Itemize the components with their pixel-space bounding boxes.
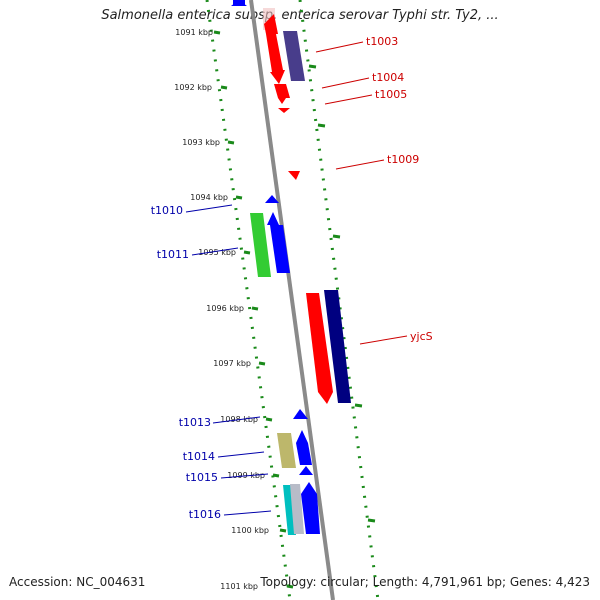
tick-mark xyxy=(227,140,235,145)
gene-t1016-cyan xyxy=(283,485,296,535)
gene-yjcS-red xyxy=(306,293,333,404)
tick-mark xyxy=(367,518,376,523)
tick-mark xyxy=(308,64,317,69)
gene-t1014-blue xyxy=(296,430,312,465)
gene-t1010-blue xyxy=(265,195,279,203)
tick-label: 1092 kbp xyxy=(174,83,212,92)
gene-label-t1015[interactable]: t1015 xyxy=(186,471,218,484)
tick-mark xyxy=(243,250,251,255)
tick-label: 1094 kbp xyxy=(190,193,228,202)
tick-marks xyxy=(213,30,376,589)
left-outer-track xyxy=(205,0,292,600)
tick-mark xyxy=(213,30,221,35)
gene-label-t1011[interactable]: t1011 xyxy=(157,248,189,261)
gene-label-t1013[interactable]: t1013 xyxy=(179,416,211,429)
tick-label: 1091 kbp xyxy=(175,28,213,37)
gene-label-t1009[interactable]: t1009 xyxy=(387,153,419,166)
accession-text: Accession: NC_004631 xyxy=(9,575,146,589)
tick-mark xyxy=(265,417,273,422)
gene-yjcS-navy xyxy=(324,290,351,403)
map-title: Salmonella enterica subsp. enterica sero… xyxy=(101,8,499,23)
tick-mark xyxy=(279,528,287,533)
gene-t1003-red xyxy=(266,34,285,84)
gene-t1003-slate xyxy=(283,31,305,81)
genome-axis xyxy=(249,0,335,600)
gene-label-t1014[interactable]: t1014 xyxy=(183,450,215,463)
gene-t1005-red xyxy=(278,108,290,113)
leader-lines xyxy=(185,41,408,516)
gene-features[interactable] xyxy=(231,0,351,535)
gene-label-t1010[interactable]: t1010 xyxy=(151,204,183,217)
summary-text: Topology: circular; Length: 4,791,961 bp… xyxy=(260,575,590,589)
tick-label: 1096 kbp xyxy=(206,304,244,313)
gene-t1016-blue xyxy=(301,482,320,534)
tick-mark xyxy=(251,306,259,311)
gene-top-blue-arrow xyxy=(231,0,247,6)
tick-mark xyxy=(286,584,294,589)
tick-label: 1095 kbp xyxy=(198,248,236,257)
right-outer-track xyxy=(298,0,380,600)
tick-mark xyxy=(258,361,266,366)
tick-mark xyxy=(317,123,326,128)
gene-label-yjcS[interactable]: yjcS xyxy=(410,330,433,343)
gene-label-t1004[interactable]: t1004 xyxy=(372,71,404,84)
gene-t1015-blue xyxy=(299,466,313,475)
tick-label: 1093 kbp xyxy=(182,138,220,147)
gene-t1003-red-top xyxy=(264,14,278,34)
gene-t1011-green xyxy=(250,213,271,277)
tick-mark xyxy=(272,473,280,478)
tick-label: 1101 kbp xyxy=(220,582,258,591)
tick-mark xyxy=(332,234,341,239)
gene-t1013-blue xyxy=(293,409,308,419)
gene-label-t1005[interactable]: t1005 xyxy=(375,88,407,101)
gene-t1014-olive xyxy=(277,433,296,468)
tick-mark xyxy=(220,85,228,90)
track-dots xyxy=(205,0,380,600)
gene-t1016-grey xyxy=(290,484,304,534)
tick-mark xyxy=(354,403,363,408)
gene-label-t1016[interactable]: t1016 xyxy=(189,508,221,521)
gene-t1011-blue xyxy=(267,212,290,273)
gene-t1004-red xyxy=(274,84,290,104)
tick-label: 1100 kbp xyxy=(231,526,269,535)
gene-label-t1003[interactable]: t1003 xyxy=(366,35,398,48)
tick-mark xyxy=(235,195,243,200)
gene-t1009-red xyxy=(288,171,300,180)
tick-label: 1097 kbp xyxy=(213,359,251,368)
